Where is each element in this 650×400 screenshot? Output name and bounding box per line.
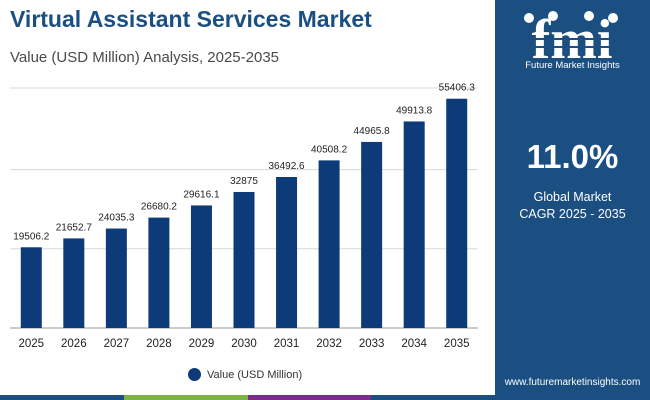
chart-legend: Value (USD Million) — [188, 368, 302, 381]
x-tick-label-2030: 2030 — [231, 338, 257, 350]
data-label-2033: 44965.8 — [354, 126, 391, 137]
legend-swatch — [188, 368, 201, 381]
chart-title: Virtual Assistant Services Market — [10, 6, 372, 32]
x-tick-label-2032: 2032 — [316, 338, 342, 350]
cagr-label-line2: CAGR 2025 - 2035 — [519, 207, 626, 221]
data-label-2034: 49913.8 — [396, 105, 433, 116]
data-label-2032: 40508.2 — [311, 144, 348, 155]
bar-2027 — [105, 228, 127, 328]
data-label-2025: 19506.2 — [13, 231, 50, 242]
side-panel: fmi Future Market Insights 11.0% Global … — [495, 0, 650, 400]
x-tick-label-2025: 2025 — [18, 338, 44, 350]
bar-2030 — [233, 191, 255, 328]
chart-subtitle: Value (USD Million) Analysis, 2025-2035 — [10, 49, 280, 66]
bar-2032 — [318, 160, 340, 328]
bottom-bar-segment-3 — [247, 395, 372, 400]
bar-2034 — [403, 121, 425, 328]
x-tick-label-2031: 2031 — [274, 338, 300, 350]
bar-chart: 19506.2 2025 21652.7 2026 24035.3 2027 26680.2… — [10, 83, 478, 350]
data-label-2028: 26680.2 — [141, 202, 178, 213]
bar-2029 — [190, 205, 212, 328]
bottom-bar-segment-1 — [0, 395, 124, 400]
legend-label: Value (USD Million) — [207, 368, 303, 381]
x-tick-label-2027: 2027 — [104, 338, 130, 350]
data-label-2035: 55406.3 — [439, 83, 476, 94]
bottom-bar-segment-2 — [123, 395, 248, 400]
x-tick-label-2029: 2029 — [189, 338, 215, 350]
cagr-label-line1: Global Market — [533, 190, 612, 204]
bar-2035 — [446, 98, 468, 329]
bottom-bar-segment-4 — [371, 395, 495, 400]
bar-2033 — [361, 141, 383, 328]
x-tick-label-2035: 2035 — [444, 338, 470, 350]
data-label-2027: 24035.3 — [98, 213, 135, 224]
x-tick-label-2026: 2026 — [61, 338, 87, 350]
x-tick-label-2034: 2034 — [401, 338, 427, 350]
data-label-2030: 32875 — [230, 176, 258, 187]
x-tick-label-2033: 2033 — [359, 338, 385, 350]
website-url[interactable]: www.futuremarketinsights.com — [504, 377, 641, 388]
bar-2026 — [63, 238, 85, 328]
bar-2031 — [276, 176, 298, 328]
bar-2025 — [20, 247, 42, 328]
data-label-2031: 36492.6 — [268, 161, 305, 172]
bottom-color-bar — [0, 395, 495, 400]
brand-name: Future Market Insights — [525, 60, 620, 71]
data-label-2026: 21652.7 — [56, 222, 93, 233]
x-tick-label-2028: 2028 — [146, 338, 172, 350]
data-label-2029: 29616.1 — [183, 189, 220, 200]
cagr-value: 11.0% — [526, 138, 619, 175]
bar-2028 — [148, 217, 170, 328]
fmi-logo-icon: fmi — [515, 9, 630, 71]
